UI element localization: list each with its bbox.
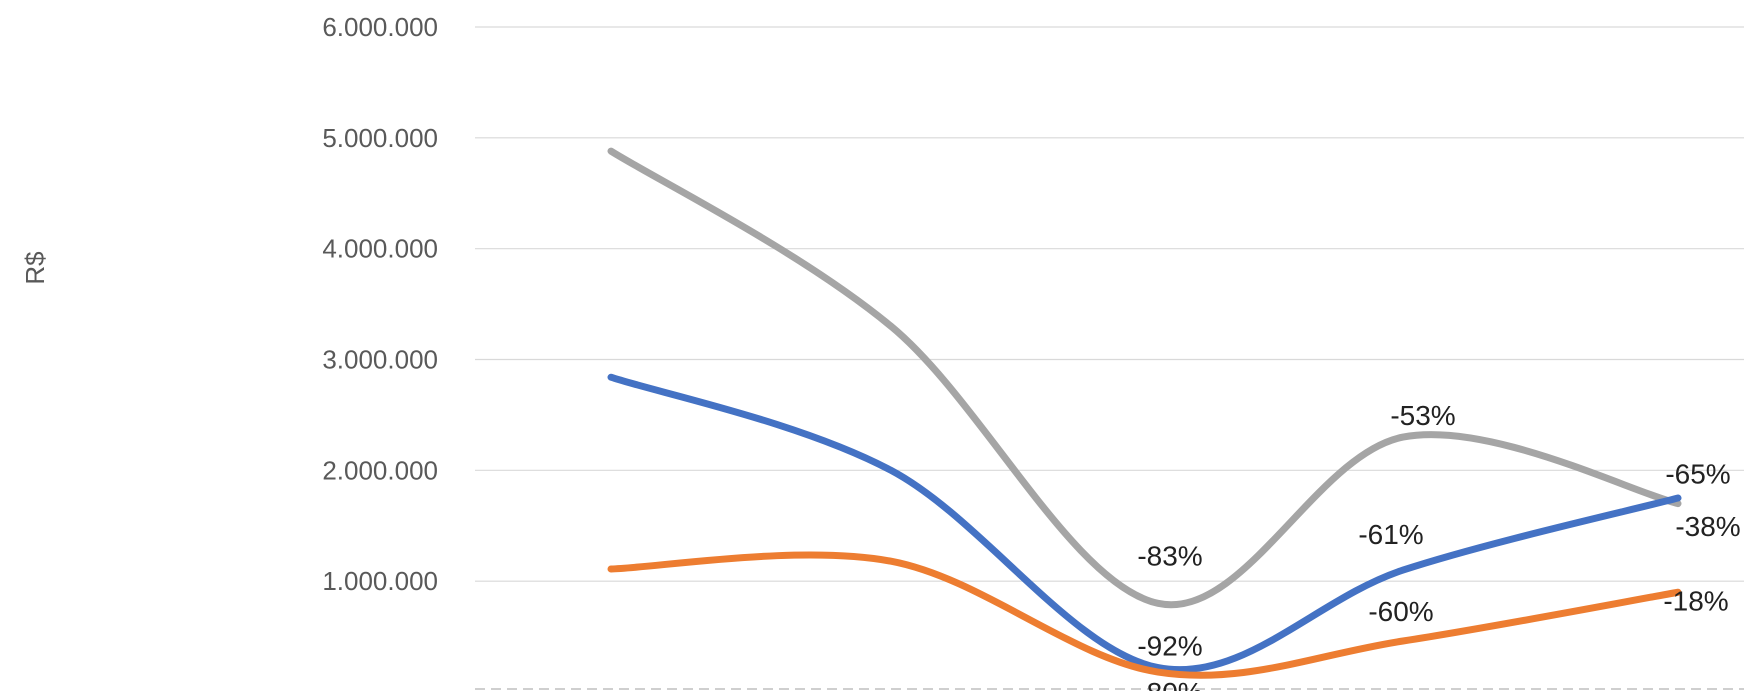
gridlines [475, 26, 1744, 690]
series-line-3 [607, 551, 1682, 679]
data-label: -83% [1137, 540, 1202, 571]
data-label: -65% [1665, 459, 1730, 490]
data-label: -60% [1368, 596, 1433, 627]
data-label: -53% [1390, 400, 1455, 431]
data-label: -38% [1675, 511, 1740, 542]
y-tick-label: 4.000.000 [322, 234, 438, 264]
data-labels: -83% -53% -65% -92% -61% -38% -80% -60% -18% [1137, 400, 1740, 691]
series-lines [607, 147, 1682, 679]
y-tick-label: 5.000.000 [322, 123, 438, 153]
y-tick-label: 3.000.000 [322, 345, 438, 375]
y-tick-label: 2.000.000 [322, 455, 438, 485]
data-label: -18% [1663, 585, 1728, 616]
y-axis-title: R$ [20, 251, 50, 285]
series-line-1 [607, 147, 1682, 609]
data-label: -61% [1358, 519, 1423, 550]
y-tick-label: 1.000.000 [322, 566, 438, 596]
y-axis-tick-labels: 1.000.000 2.000.000 3.000.000 4.000.000 5.00… [322, 12, 438, 596]
data-label: -92% [1137, 631, 1202, 662]
data-label: -80% [1137, 677, 1202, 691]
y-tick-label: 6.000.000 [322, 12, 438, 42]
series-line-2 [607, 373, 1682, 674]
